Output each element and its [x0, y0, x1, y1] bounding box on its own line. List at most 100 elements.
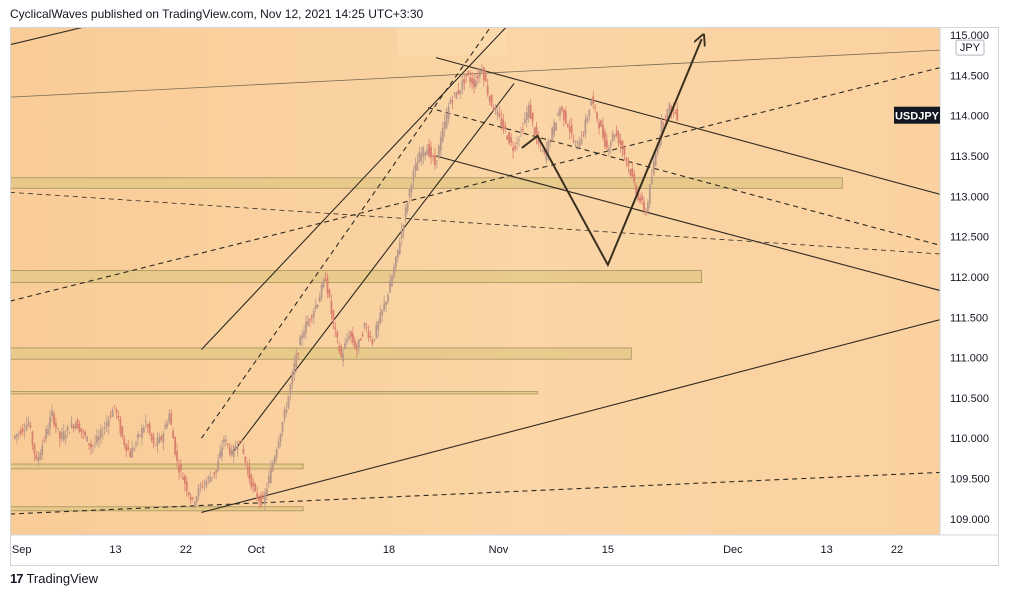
- trend-line: [10, 27, 85, 46]
- candle-body: [594, 106, 597, 108]
- candle-body: [633, 173, 636, 183]
- candle-body: [436, 160, 438, 162]
- candle-body: [27, 421, 30, 425]
- candle-body: [139, 435, 141, 436]
- tradingview-logo-icon[interactable]: 17: [10, 571, 24, 586]
- y-tick-label: 110.500: [950, 393, 989, 405]
- candle-body: [637, 189, 640, 200]
- candle-body: [35, 454, 38, 459]
- candle-body: [475, 80, 477, 87]
- candle-body: [148, 423, 151, 434]
- candle-body: [269, 467, 272, 483]
- candle-body: [330, 301, 333, 315]
- candle-body: [469, 77, 472, 82]
- x-tick-label: 22: [891, 544, 903, 556]
- candle-body: [506, 135, 509, 140]
- candle-body: [248, 466, 251, 479]
- candle-body: [553, 122, 556, 136]
- candle-body: [518, 139, 520, 141]
- candle-body: [365, 327, 368, 329]
- y-tick-label: 113.500: [950, 151, 989, 163]
- candle-body: [428, 144, 430, 157]
- y-tick-label: 112.500: [950, 232, 989, 244]
- candle-body: [490, 95, 493, 106]
- candle-body: [555, 122, 557, 131]
- candle-body: [240, 440, 243, 442]
- candle-body: [289, 384, 292, 395]
- candle-body: [230, 449, 233, 456]
- candle-body: [668, 103, 671, 111]
- candle-body: [533, 127, 536, 135]
- candle-body: [381, 309, 384, 316]
- x-tick-label: Sep: [12, 544, 32, 556]
- candle-body: [170, 413, 173, 425]
- candle-body: [13, 435, 16, 439]
- candle-body: [631, 168, 634, 177]
- candle-body: [465, 74, 468, 76]
- candle-body: [353, 340, 356, 348]
- candle-body: [129, 451, 132, 458]
- candle-body: [103, 427, 106, 429]
- candle-body: [119, 418, 122, 434]
- candle-body: [551, 127, 554, 140]
- candle-body: [500, 118, 503, 127]
- candle-body: [92, 445, 94, 447]
- candle-body: [643, 201, 645, 211]
- candle-body: [187, 492, 190, 496]
- support-resistance-zone: [10, 270, 703, 284]
- candle-body: [164, 425, 167, 430]
- candle-body: [516, 142, 518, 144]
- y-tick-label: 111.000: [950, 353, 988, 365]
- price-axis-area: [940, 27, 999, 566]
- candle-body: [31, 431, 34, 444]
- candle-body: [283, 409, 286, 419]
- candle-body: [307, 320, 309, 326]
- candle-body: [156, 438, 159, 446]
- candle-body: [238, 440, 241, 444]
- candle-body: [182, 477, 184, 480]
- support-resistance-zone: [10, 391, 538, 395]
- candle-body: [338, 346, 341, 352]
- candle-body: [78, 423, 81, 433]
- candle-body: [361, 334, 364, 336]
- candle-body: [88, 443, 91, 446]
- candle-body: [96, 435, 98, 443]
- candle-body: [582, 135, 585, 136]
- candle-body: [613, 134, 616, 138]
- candle-body: [652, 161, 655, 175]
- candle-body: [359, 338, 362, 341]
- candle-body: [207, 476, 210, 478]
- candle-body: [301, 335, 303, 339]
- candle-body: [496, 111, 499, 115]
- price-chart[interactable]: 115.000 114.500 114.000 113.500 113.000 112.5…: [10, 27, 999, 566]
- candle-body: [396, 249, 399, 258]
- candle-body: [445, 113, 448, 128]
- candle-body: [80, 428, 83, 433]
- candle-body: [324, 278, 327, 282]
- x-tick-label: 13: [109, 544, 121, 556]
- candle-body: [320, 284, 323, 298]
- candle-body: [492, 107, 495, 111]
- candle-body: [377, 321, 380, 330]
- candle-body: [113, 405, 116, 407]
- candle-body: [514, 146, 516, 149]
- candle-body: [379, 312, 382, 324]
- candle-body: [326, 277, 329, 293]
- candle-body: [676, 108, 679, 121]
- candle-body: [414, 164, 417, 171]
- candle-body: [400, 230, 403, 239]
- candle-body: [53, 413, 55, 425]
- trend-line: [427, 107, 940, 246]
- candle-body: [23, 430, 26, 432]
- candle-body: [404, 207, 407, 217]
- trend-line: [232, 83, 515, 454]
- support-resistance-zone: [10, 463, 304, 470]
- candle-body: [94, 442, 96, 444]
- candle-body: [221, 447, 223, 457]
- candle-body: [559, 108, 561, 117]
- trend-line: [201, 27, 507, 350]
- candle-body: [385, 301, 388, 305]
- candle-body: [68, 432, 71, 434]
- candle-body: [607, 148, 610, 153]
- candle-body: [99, 429, 102, 438]
